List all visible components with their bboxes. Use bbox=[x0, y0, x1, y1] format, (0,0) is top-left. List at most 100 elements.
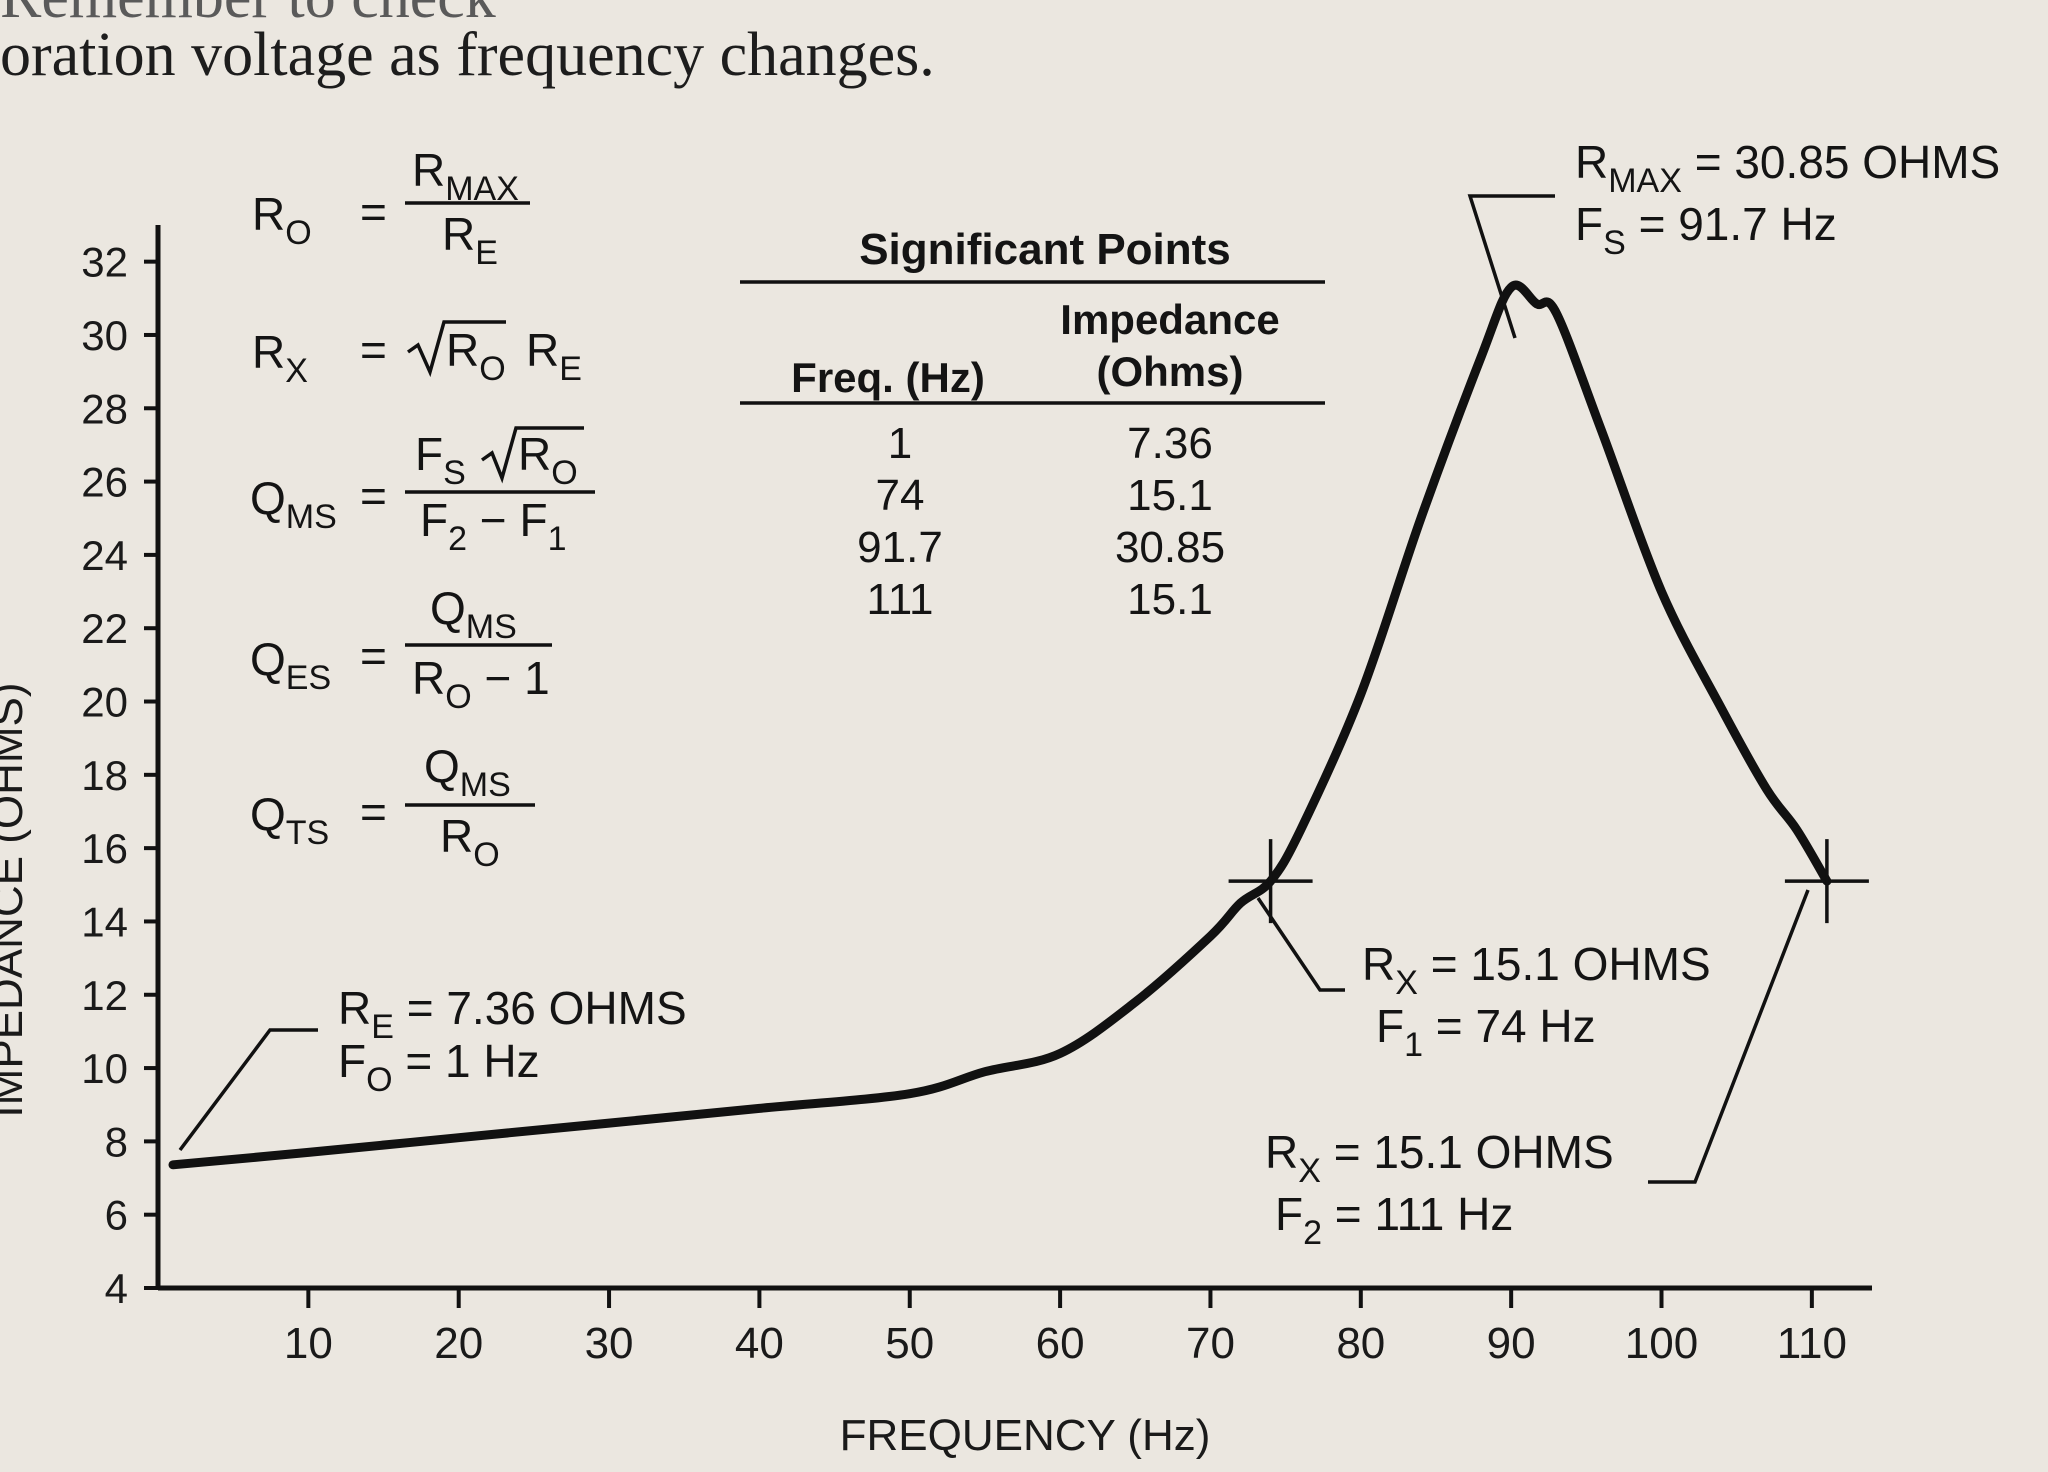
formula-ro: RO = RMAX RE bbox=[252, 144, 530, 272]
svg-text:RX = 15.1 OHMS: RX = 15.1 OHMS bbox=[1362, 938, 1711, 1002]
formula-qts-lhs: Q bbox=[250, 788, 286, 840]
callout-f2-sub1: X bbox=[1298, 1152, 1321, 1190]
svg-text:RO: RO bbox=[518, 428, 578, 492]
formula-qms-num-root: R bbox=[518, 428, 551, 480]
x-tick-label-10: 10 bbox=[284, 1319, 333, 1368]
formulas: RO = RMAX RE RX = RO RE QMS = FS RO bbox=[250, 144, 595, 874]
leader-re bbox=[178, 1028, 318, 1152]
callout-re-rest1: = 7.36 OHMS bbox=[394, 982, 687, 1034]
svg-text:RE = 7.36 OHMS: RE = 7.36 OHMS bbox=[338, 982, 687, 1046]
y-tick-label-14: 14 bbox=[81, 898, 128, 945]
callout-re-main2: F bbox=[338, 1035, 366, 1087]
formula-qms-den-a-sub: 2 bbox=[448, 520, 467, 558]
svg-text:F2 = 111 Hz: F2 = 111 Hz bbox=[1275, 1188, 1513, 1252]
formula-qms-equals: = bbox=[360, 470, 387, 522]
formula-qes-den-sub: O bbox=[445, 678, 471, 716]
svg-text:QMS: QMS bbox=[424, 740, 511, 804]
formula-qes-lhs-sub: ES bbox=[286, 659, 331, 697]
callout-rmax-main1: R bbox=[1575, 136, 1608, 188]
x-tick-label-20: 20 bbox=[434, 1319, 483, 1368]
callout-f1-main1: R bbox=[1362, 938, 1395, 990]
caption-line: oration voltage as frequency changes. bbox=[0, 21, 935, 89]
callout-f1-rest1: = 15.1 OHMS bbox=[1418, 938, 1711, 990]
y-tick-label-20: 20 bbox=[81, 679, 128, 726]
formula-rx-root: R bbox=[446, 324, 479, 376]
svg-text:QES: QES bbox=[250, 633, 331, 697]
svg-text:QMS: QMS bbox=[430, 582, 517, 646]
formula-rx-root-sub: O bbox=[479, 350, 505, 388]
callout-f1: RX = 15.1 OHMS F1 = 74 Hz bbox=[1362, 938, 1711, 1064]
formula-ro-lhs: R bbox=[252, 188, 285, 240]
formula-qts-den-sub: O bbox=[473, 836, 499, 874]
callout-f2-rest1: = 15.1 OHMS bbox=[1321, 1126, 1614, 1178]
table-row-2-impedance: 30.85 bbox=[1115, 523, 1225, 572]
formula-qms-den-b: F bbox=[519, 494, 547, 546]
formula-qms-num-root-sub: O bbox=[551, 454, 577, 492]
table-rows: 1 7.36 74 15.1 91.7 30.85 111 15.1 bbox=[857, 419, 1225, 624]
formula-rx-tail: R bbox=[526, 324, 559, 376]
significant-points-table: Significant Points Impedance (Ohms) Freq… bbox=[740, 225, 1325, 624]
leader-f2 bbox=[1648, 889, 1810, 1184]
callout-re-main1: R bbox=[338, 982, 371, 1034]
svg-text:RMAX: RMAX bbox=[412, 144, 519, 208]
formula-ro-lhs-sub: O bbox=[285, 214, 311, 252]
formula-qes-num-sub: MS bbox=[466, 608, 517, 646]
y-ticks: 4 6 8 10 12 14 16 18 20 22 24 26 28 30 32 bbox=[81, 239, 158, 1312]
svg-text:RMAX = 30.85 OHMS: RMAX = 30.85 OHMS bbox=[1575, 136, 2000, 200]
svg-text:FS = 91.7 Hz: FS = 91.7 Hz bbox=[1575, 198, 1837, 262]
y-tick-label-28: 28 bbox=[81, 385, 128, 432]
formula-qes-equals: = bbox=[360, 630, 387, 682]
svg-text:FS: FS bbox=[415, 428, 466, 492]
formula-rx-radical bbox=[406, 320, 506, 378]
callout-f1-rest2: = 74 Hz bbox=[1423, 1000, 1596, 1052]
callout-f2: RX = 15.1 OHMS F2 = 111 Hz bbox=[1265, 1126, 1614, 1252]
callout-f1-sub2: 1 bbox=[1404, 1026, 1423, 1064]
formula-qms-den-b-sub: 1 bbox=[548, 520, 567, 558]
x-tick-label-90: 90 bbox=[1487, 1319, 1536, 1368]
formula-qes: QES = QMS RO − 1 bbox=[250, 582, 552, 716]
formula-qms-num: F bbox=[415, 428, 443, 480]
y-tick-label-10: 10 bbox=[81, 1045, 128, 1092]
table-row-1-impedance: 15.1 bbox=[1127, 471, 1213, 520]
formula-rx-equals: = bbox=[360, 324, 387, 376]
svg-text:F2 − F1: F2 − F1 bbox=[420, 494, 567, 558]
svg-text:FO = 1 Hz: FO = 1 Hz bbox=[338, 1035, 540, 1099]
chart-axes: 10 20 30 40 50 60 70 80 90 100 110 468101214161820… bbox=[0, 225, 1872, 1460]
callout-re-sub2: O bbox=[366, 1061, 392, 1099]
x-tick-label-80: 80 bbox=[1336, 1319, 1385, 1368]
formula-rx-lhs-sub: X bbox=[285, 352, 308, 390]
formula-rx: RX = RO RE bbox=[252, 320, 582, 390]
formula-ro-num: R bbox=[412, 144, 445, 196]
x-axis-label: FREQUENCY (Hz) bbox=[840, 1411, 1211, 1460]
table-row-0-freq: 1 bbox=[888, 419, 912, 468]
callout-f2-main1: R bbox=[1265, 1126, 1298, 1178]
y-tick-label-8: 8 bbox=[105, 1118, 128, 1165]
callout-re-rest2: = 1 Hz bbox=[393, 1035, 540, 1087]
caption-line-cut: Remember to check bbox=[0, 0, 496, 33]
y-tick-label-26: 26 bbox=[81, 459, 128, 506]
formula-qts-lhs-sub: TS bbox=[286, 814, 329, 852]
callout-f2-main2: F bbox=[1275, 1188, 1303, 1240]
svg-text:RO: RO bbox=[440, 810, 500, 874]
formula-rx-lhs: R bbox=[252, 326, 285, 378]
table-row-1-freq: 74 bbox=[876, 471, 925, 520]
y-tick-label-12: 12 bbox=[81, 972, 128, 1019]
x-tick-label-70: 70 bbox=[1186, 1319, 1235, 1368]
x-tick-label-30: 30 bbox=[585, 1319, 634, 1368]
svg-text:RO: RO bbox=[252, 188, 312, 252]
formula-qms-lhs-sub: MS bbox=[286, 498, 337, 536]
y-tick-label-16: 16 bbox=[81, 825, 128, 872]
leader-f1 bbox=[1256, 897, 1345, 992]
formula-qts-num-sub: MS bbox=[460, 766, 511, 804]
x-tick-label-110: 110 bbox=[1777, 1319, 1847, 1368]
formula-qes-den: R bbox=[412, 652, 445, 704]
svg-text:RX: RX bbox=[252, 326, 308, 390]
crosshair-markers bbox=[1228, 839, 1869, 924]
formula-qes-num: Q bbox=[430, 582, 466, 634]
callout-rmax-rest1: = 30.85 OHMS bbox=[1682, 136, 2000, 188]
table-row-3-freq: 111 bbox=[867, 575, 934, 624]
impedance-curve bbox=[168, 280, 1832, 1170]
leader-rmax bbox=[1467, 194, 1555, 339]
formula-qts-equals: = bbox=[360, 786, 387, 838]
